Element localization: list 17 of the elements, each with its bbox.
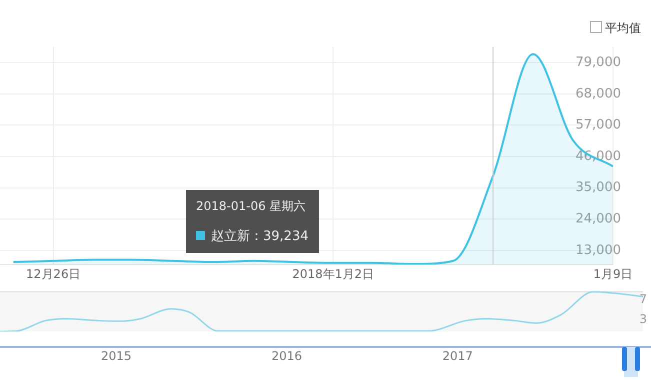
y-tick-label: 24,000 [576,211,621,226]
x-tick-label: 2015 [101,348,132,363]
y-tick-label: 3 [639,312,647,326]
x-tick-label: 2016 [271,348,302,363]
y-tick-label: 35,000 [576,180,621,196]
x-tick-label: 12月26日 [26,266,81,281]
y-tick-label: 79,000 [576,55,621,70]
x-tick-label: 2017 [442,348,473,363]
text: 平均值 [605,21,641,35]
x-tick-label: 1月9日 [593,266,633,281]
y-tick-label: 13,000 [576,242,621,258]
annotation: 2018-01-06 星期六 [196,198,307,215]
y-tick-label: 7 [639,292,647,306]
x-tick-label: 2018年1月2日 [292,266,374,281]
y-tick-label: 68,000 [576,86,621,102]
annotation: 赵立新：39,234 [211,229,308,244]
y-tick-label: 57,000 [576,118,621,133]
